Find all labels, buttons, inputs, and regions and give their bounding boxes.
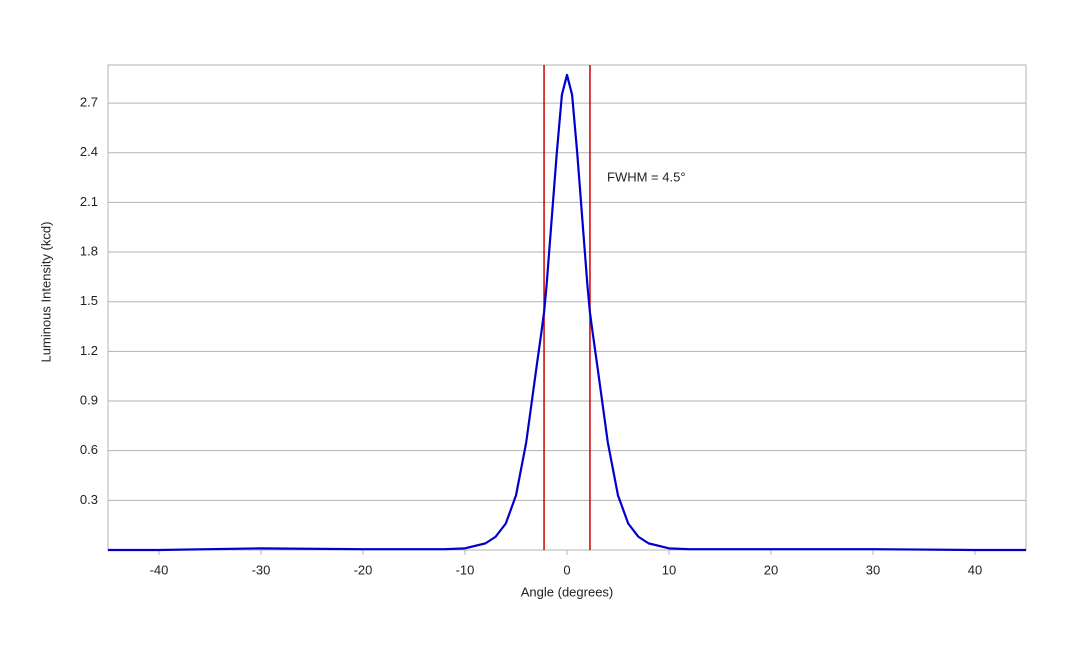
x-tick-label: 40	[968, 562, 982, 577]
y-tick-label: 1.8	[80, 243, 98, 258]
x-tick-label: -10	[456, 562, 475, 577]
x-tick-label: 30	[866, 562, 880, 577]
y-tick-label: 0.9	[80, 392, 98, 407]
y-tick-label: 2.1	[80, 194, 98, 209]
y-tick-label: 1.5	[80, 293, 98, 308]
x-tick-label: 10	[662, 562, 676, 577]
y-axis-label: Luminous Intensity (kcd)	[38, 222, 53, 363]
x-tick-label: -20	[354, 562, 373, 577]
x-tick-label: -40	[150, 562, 169, 577]
y-tick-label: 0.6	[80, 442, 98, 457]
x-tick-label: 0	[563, 562, 570, 577]
y-tick-label: 1.2	[80, 343, 98, 358]
x-axis-label: Angle (degrees)	[521, 584, 614, 599]
y-tick-label: 0.3	[80, 492, 98, 507]
x-tick-label: 20	[764, 562, 778, 577]
y-tick-label: 2.4	[80, 144, 98, 159]
x-tick-label: -30	[252, 562, 271, 577]
y-tick-label: 2.7	[80, 95, 98, 110]
plot-frame	[107, 64, 1027, 551]
data-line	[108, 73, 1026, 552]
annotation: FWHM = 4.5°	[607, 169, 686, 184]
